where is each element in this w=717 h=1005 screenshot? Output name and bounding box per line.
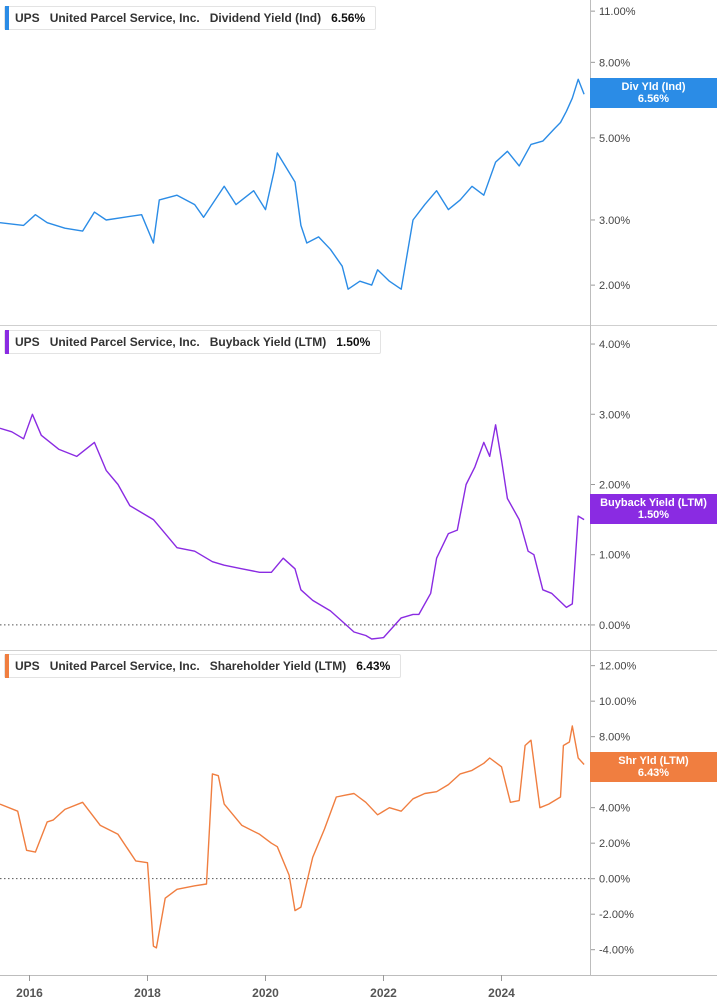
y-tick-label: 12.00% bbox=[599, 661, 637, 673]
y-tick-label: 3.00% bbox=[599, 409, 630, 421]
badge-label: Shr Yld (LTM) bbox=[618, 755, 689, 767]
y-tick-label: 4.00% bbox=[599, 803, 630, 815]
y-tick-label: 2.00% bbox=[599, 479, 630, 491]
badge-label: Div Yld (Ind) bbox=[621, 81, 686, 93]
last-value-badge-buyback: Buyback Yield (LTM) 1.50% bbox=[590, 494, 717, 524]
y-tick-label: 4.00% bbox=[599, 339, 630, 351]
legend-value: 6.56% bbox=[331, 11, 366, 25]
series-line bbox=[0, 78, 585, 290]
legend-swatch-shareholder bbox=[5, 654, 9, 678]
x-tick-label: 2022 bbox=[370, 986, 397, 1000]
legend-company: United Parcel Service, Inc. bbox=[49, 659, 200, 673]
y-tick-label: 11.00% bbox=[599, 6, 636, 18]
legend-ticker: UPS bbox=[15, 659, 40, 673]
y-tick-label: 2.00% bbox=[599, 280, 630, 292]
legend-buyback-yield[interactable]: UPS United Parcel Service, Inc. Buyback … bbox=[4, 330, 382, 354]
legend-value: 6.43% bbox=[356, 659, 391, 673]
series-line bbox=[0, 725, 585, 949]
legend-ticker: UPS bbox=[15, 11, 40, 25]
badge-value: 6.43% bbox=[637, 767, 670, 779]
legend-metric: Buyback Yield (LTM) bbox=[209, 335, 327, 349]
x-tick-label: 2024 bbox=[488, 986, 515, 1000]
legend-swatch-dividend bbox=[5, 6, 9, 30]
y-tick-label: 5.00% bbox=[599, 133, 630, 145]
badge-value: 6.56% bbox=[637, 93, 670, 105]
y-tick-label: 8.00% bbox=[599, 57, 630, 69]
legend-company: United Parcel Service, Inc. bbox=[49, 11, 200, 25]
x-tick-label: 2018 bbox=[134, 986, 161, 1000]
series-line bbox=[0, 413, 585, 640]
legend-ticker: UPS bbox=[15, 335, 40, 349]
y-tick-label: 0.00% bbox=[599, 620, 630, 632]
legend-swatch-buyback bbox=[5, 330, 9, 354]
y-tick-label: 8.00% bbox=[599, 732, 630, 744]
x-tick-label: 2016 bbox=[16, 986, 43, 1000]
legend-shareholder-yield[interactable]: UPS United Parcel Service, Inc. Sharehol… bbox=[4, 654, 402, 678]
y-tick-label: 10.00% bbox=[599, 696, 637, 708]
legend-dividend-yield[interactable]: UPS United Parcel Service, Inc. Dividend… bbox=[4, 6, 377, 30]
badge-label: Buyback Yield (LTM) bbox=[600, 497, 707, 509]
legend-metric: Dividend Yield (Ind) bbox=[209, 11, 322, 25]
y-tick-label: -2.00% bbox=[599, 909, 634, 921]
legend-metric: Shareholder Yield (LTM) bbox=[209, 659, 347, 673]
legend-value: 1.50% bbox=[336, 335, 371, 349]
x-tick-label: 2020 bbox=[252, 986, 279, 1000]
last-value-badge-dividend: Div Yld (Ind) 6.56% bbox=[590, 78, 717, 108]
badge-value: 1.50% bbox=[637, 509, 670, 521]
y-tick-label: -4.00% bbox=[599, 945, 634, 957]
y-tick-label: 2.00% bbox=[599, 838, 630, 850]
last-value-badge-shareholder: Shr Yld (LTM) 6.43% bbox=[590, 752, 717, 782]
y-tick-label: 0.00% bbox=[599, 874, 630, 886]
y-tick-label: 3.00% bbox=[599, 215, 630, 227]
y-tick-label: 1.00% bbox=[599, 550, 630, 562]
legend-company: United Parcel Service, Inc. bbox=[49, 335, 200, 349]
